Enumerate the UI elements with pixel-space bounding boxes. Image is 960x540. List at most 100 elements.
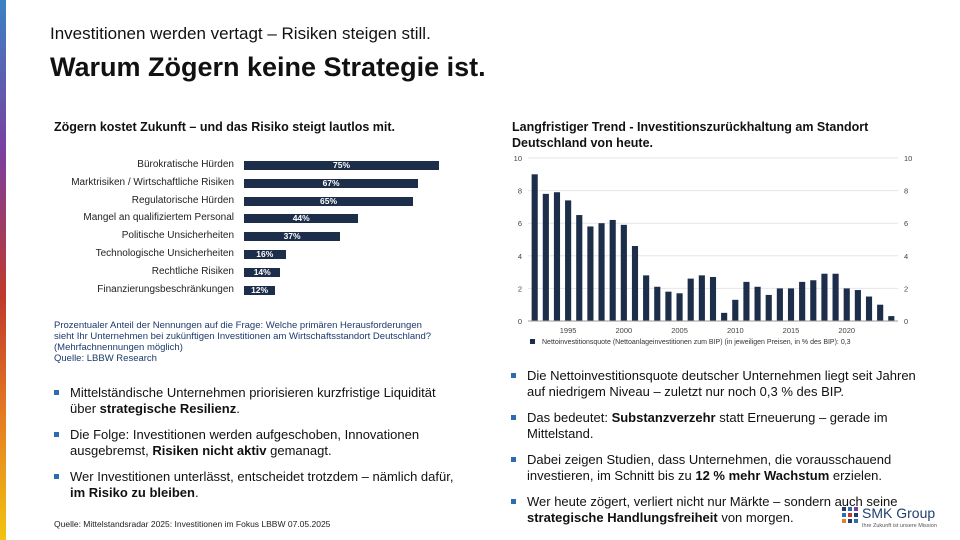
trend-bar	[865, 296, 873, 321]
bar-value-label: 75%	[332, 160, 350, 170]
y-tick-label-right: 0	[904, 317, 908, 326]
trend-bar	[732, 299, 739, 321]
trend-bar	[643, 275, 650, 321]
trend-bar	[687, 278, 694, 321]
trend-bar	[765, 294, 772, 321]
chart-note-line: Prozentualer Anteil der Nennungen auf di…	[54, 320, 422, 331]
x-tick-label: 1995	[560, 326, 577, 335]
challenges-bar-chart: Bürokratische Hürden 75% Marktrisiken / Wi…	[40, 156, 480, 301]
trend-bar	[843, 288, 850, 321]
bullet-item: Die Folge: Investitionen werden aufgesch…	[54, 427, 454, 459]
bar-category-label: Bürokratische Hürden	[137, 159, 234, 170]
bar-category-label: Mangel an qualifiziertem Personal	[83, 212, 234, 224]
bar-category-label: Rechtliche Risiken	[151, 265, 234, 277]
bullet-marker-icon	[54, 432, 59, 437]
investment-ratio-chart: 0 0 2 2 4 4 6 6 8 8 10 10 1995 2000 2005 2010 2015 2020 Ne…	[514, 154, 913, 346]
bar-category-label: Finanzierungsbeschränkungen	[97, 283, 234, 295]
bar: 12%	[244, 284, 276, 295]
y-tick-label-left: 6	[518, 219, 522, 228]
page-kicker: Investitionen werden vertagt – Risiken s…	[50, 24, 431, 43]
legend-label: Nettoinvestitionsquote (Nettoanlageinves…	[542, 339, 851, 346]
bar: 75%	[244, 160, 439, 170]
trend-bar	[888, 316, 895, 321]
trend-bar	[676, 293, 683, 321]
trend-bar	[754, 286, 761, 321]
trend-bar	[787, 288, 795, 321]
bar-row: Regulatorische Hürden 65%	[40, 192, 480, 210]
bar: 67%	[244, 177, 419, 188]
bar-value-label: 12%	[251, 284, 269, 295]
footer-source: Quelle: Mittelstandsradar 2025: Investit…	[54, 519, 331, 529]
bullet-marker-icon	[54, 390, 59, 395]
logo-name: SMK Group	[862, 505, 936, 521]
trend-bar	[620, 224, 627, 321]
bullet-text: Dabei zeigen Studien, dass Unternehmen, …	[527, 452, 892, 483]
chart-note-line: sieht Ihr Unternehmen bei zukünftigen In…	[54, 331, 432, 342]
x-tick-label: 2000	[615, 326, 632, 335]
trend-bar	[810, 280, 817, 321]
bullet-item: Wer heute zögert, verliert nicht nur Mär…	[511, 494, 926, 526]
bar-category-label: Politische Unsicherheiten	[121, 230, 234, 242]
logo-tagline: Ihre Zukunft ist unsere Mission	[862, 523, 937, 529]
y-tick-label-right: 8	[904, 187, 908, 196]
bullet-text-end: .	[236, 401, 240, 416]
bullet-emphasis: 12 % mehr Wachstum	[695, 468, 830, 483]
bullet-marker-icon	[54, 474, 59, 479]
y-tick-label-right: 10	[904, 154, 912, 163]
trend-bar	[721, 312, 728, 321]
bullet-text-end: erzielen.	[829, 468, 883, 483]
bullet-item: Mittelständische Unternehmen priorisiere…	[54, 385, 454, 417]
bullet-text-end: .	[194, 485, 199, 500]
trend-bar	[854, 290, 861, 321]
bullet-marker-icon	[511, 373, 516, 378]
trend-bar	[587, 226, 594, 321]
left-bullet-list: Mittelständische Unternehmen priorisiere…	[54, 385, 454, 511]
trend-bar	[832, 273, 839, 321]
accent-strip	[0, 0, 6, 540]
bar-row: Rechtliche Risiken 14%	[40, 263, 480, 281]
y-tick-label-right: 6	[904, 219, 908, 228]
bar: 65%	[244, 196, 413, 206]
bullet-marker-icon	[511, 499, 516, 504]
trend-bar	[609, 219, 616, 321]
trend-bar	[553, 192, 561, 321]
y-tick-label-left: 4	[518, 252, 522, 261]
logo-mark-icon	[842, 507, 858, 523]
bullet-item: Das bedeutet: Substanzverzehr statt Erne…	[511, 410, 926, 442]
bullet-emphasis: Risiken nicht aktiv	[152, 443, 267, 458]
bullet-text: Die Nettoinvestitionsquote deutscher Unt…	[527, 368, 916, 399]
bullet-marker-icon	[511, 415, 516, 420]
chart-note-line: Quelle: LBBW Research	[54, 353, 157, 364]
bullet-text: Wer heute zögert, verliert nicht nur Mär…	[527, 494, 898, 509]
bar-value-label: 14%	[253, 266, 271, 277]
bar-category-label: Marktrisiken / Wirtschaftliche Risiken	[71, 176, 234, 188]
trend-bar	[654, 286, 661, 321]
trend-bar	[665, 291, 672, 321]
right-section-heading: Langfristiger Trend - Investitionszurück…	[512, 120, 869, 150]
y-tick-label-left: 2	[518, 284, 522, 293]
trend-bar	[565, 200, 572, 321]
bullet-text-end: gemanagt.	[266, 443, 332, 458]
bar: 14%	[244, 266, 281, 277]
bullet-text: Das bedeutet:	[527, 410, 612, 425]
x-tick-label: 2005	[671, 326, 688, 335]
bar-row: Mangel an qualifiziertem Personal 44%	[40, 209, 480, 227]
bar-row: Bürokratische Hürden 75%	[40, 156, 480, 174]
bullet-emphasis: Substanzverzehr	[611, 410, 716, 425]
bar: 44%	[244, 213, 359, 224]
left-section-heading: Zögern kostet Zukunft – und das Risiko s…	[54, 120, 396, 134]
y-tick-label-right: 2	[904, 284, 908, 293]
trend-bar	[743, 281, 750, 321]
bar-value-label: 16%	[256, 249, 274, 259]
bar-value-label: 44%	[292, 213, 310, 224]
x-tick-label: 2010	[727, 326, 744, 335]
trend-bar	[776, 288, 783, 321]
bar-value-label: 37%	[283, 231, 301, 242]
right-bullet-list: Die Nettoinvestitionsquote deutscher Unt…	[511, 368, 926, 536]
bullet-text: Die Folge: Investitionen werden aufgesch…	[70, 427, 420, 458]
trend-bar	[598, 223, 605, 321]
trend-bar	[531, 174, 538, 321]
bar-value-label: 67%	[322, 177, 340, 188]
trend-bar	[631, 246, 639, 321]
bullet-marker-icon	[511, 457, 516, 462]
